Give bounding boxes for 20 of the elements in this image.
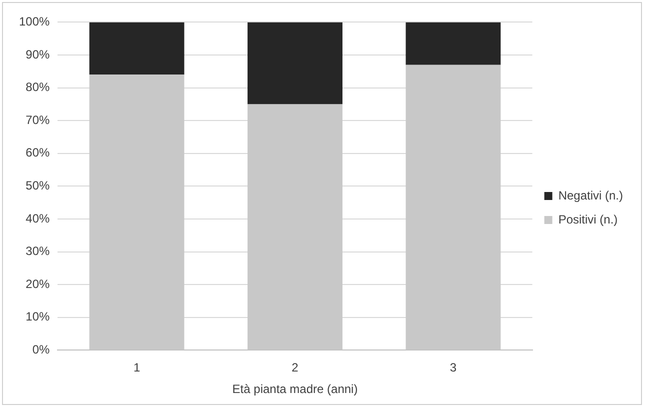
y-tick-label: 20% (26, 276, 50, 291)
y-tick-label: 50% (26, 178, 50, 193)
bar (406, 22, 501, 65)
x-tick-label: 2 (292, 360, 299, 375)
y-tick-label: 40% (26, 211, 50, 226)
y-tick-label: 90% (26, 47, 50, 62)
y-tick-label: 30% (26, 244, 50, 258)
y-tick-label: 10% (26, 310, 50, 324)
bar (248, 22, 342, 104)
y-tick-label: 80% (26, 80, 50, 94)
x-tick-label: 1 (133, 360, 140, 375)
y-tick-label: 100% (18, 14, 50, 29)
y-tick-label: 70% (26, 112, 50, 127)
x-axis-title: Età pianta madre (anni) (232, 382, 358, 396)
bar (89, 22, 184, 75)
x-tick-label: 3 (450, 360, 457, 375)
legend-label: Negativi (n.) (558, 188, 624, 202)
legend-label: Positivi (n.) (558, 212, 618, 226)
y-tick-label: 0% (32, 342, 50, 357)
y-tick-label: 60% (26, 146, 50, 160)
